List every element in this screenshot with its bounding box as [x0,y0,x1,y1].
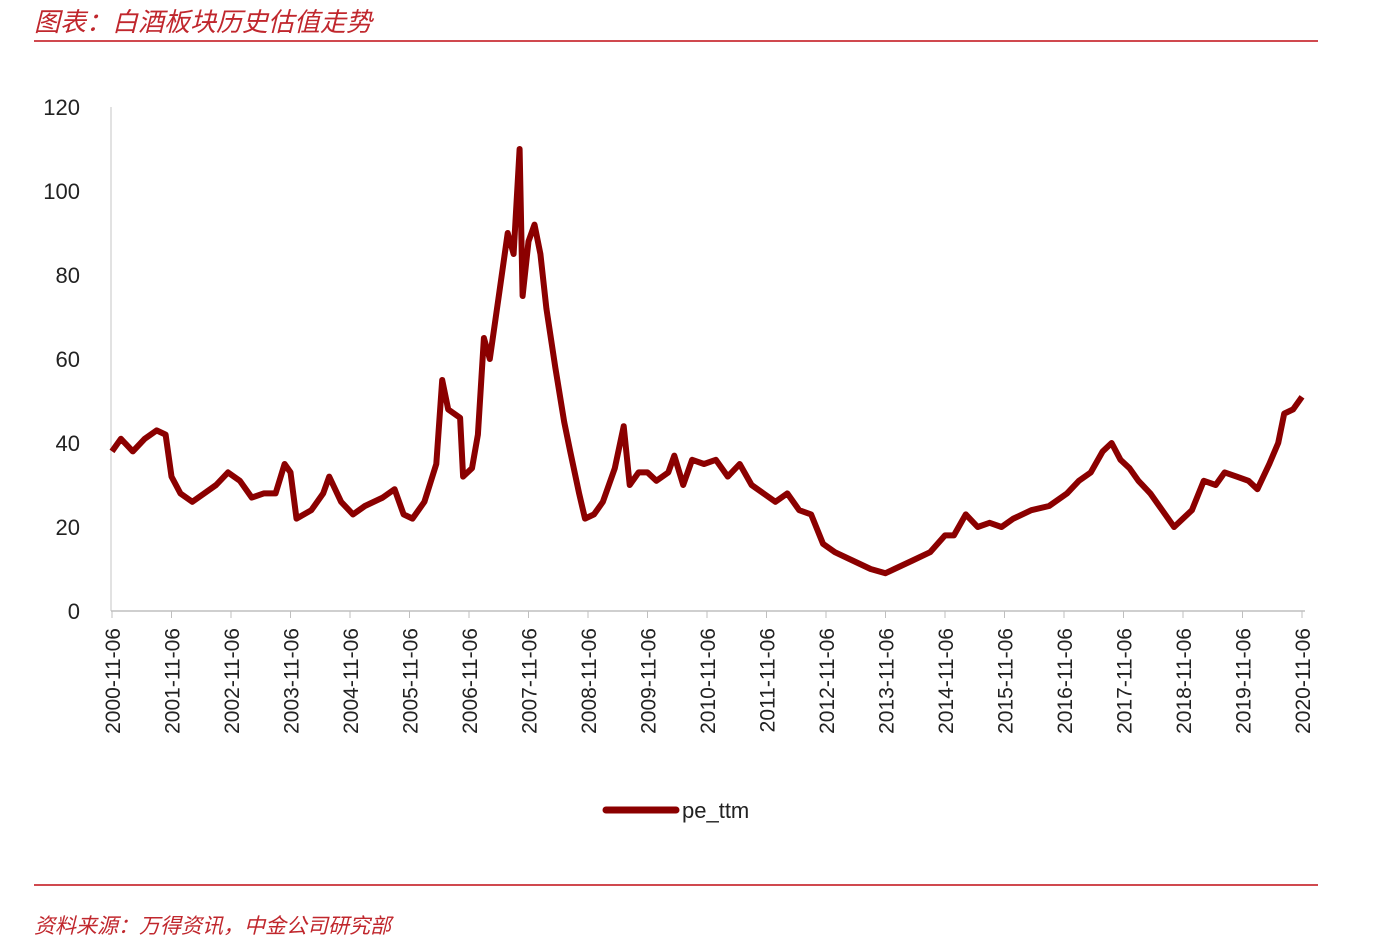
x-tick-label: 2012-11-06 [816,628,839,734]
y-tick-label: 100 [43,179,80,204]
x-tick-label: 2006-11-06 [459,628,482,734]
x-tick-label: 2004-11-06 [340,628,363,734]
y-tick-label: 40 [56,431,80,456]
x-tick-label: 2010-11-06 [697,628,720,734]
x-tick-label: 2019-11-06 [1233,628,1256,734]
x-tick-label: 2009-11-06 [638,628,661,734]
x-tick-label: 2000-11-06 [102,628,125,734]
x-tick-label: 2007-11-06 [519,628,542,734]
x-tick-label: 2015-11-06 [995,628,1018,734]
x-tick-label: 2005-11-06 [400,628,423,734]
y-tick-label: 0 [68,599,80,624]
y-tick-label: 20 [56,515,80,540]
x-tick-label: 2002-11-06 [221,628,244,734]
title-divider [34,40,1318,42]
y-tick-label: 120 [43,95,80,120]
x-tick-label: 2011-11-06 [757,628,780,732]
x-tick-label: 2001-11-06 [162,628,185,734]
x-tick-label: 2014-11-06 [935,628,958,734]
x-tick-label: 2017-11-06 [1114,628,1137,734]
legend-label: pe_ttm [682,798,749,823]
x-tick-label: 2013-11-06 [876,628,899,734]
x-tick-label: 2008-11-06 [578,628,601,734]
y-tick-label: 80 [56,263,80,288]
source-note: 资料来源：万得资讯，中金公司研究部 [34,915,391,938]
legend: pe_ttm [602,798,749,823]
x-tick-label: 2003-11-06 [281,628,304,734]
series-line-pe-ttm [109,146,1305,577]
x-tick-label: 2018-11-06 [1173,628,1196,734]
chart-title: 图表：白酒板块历史估值走势 [34,7,373,37]
footer-divider [34,884,1318,886]
y-tick-label: 60 [56,347,80,372]
x-tick-label: 2020-11-06 [1292,628,1315,734]
x-tick-label: 2016-11-06 [1054,628,1077,734]
